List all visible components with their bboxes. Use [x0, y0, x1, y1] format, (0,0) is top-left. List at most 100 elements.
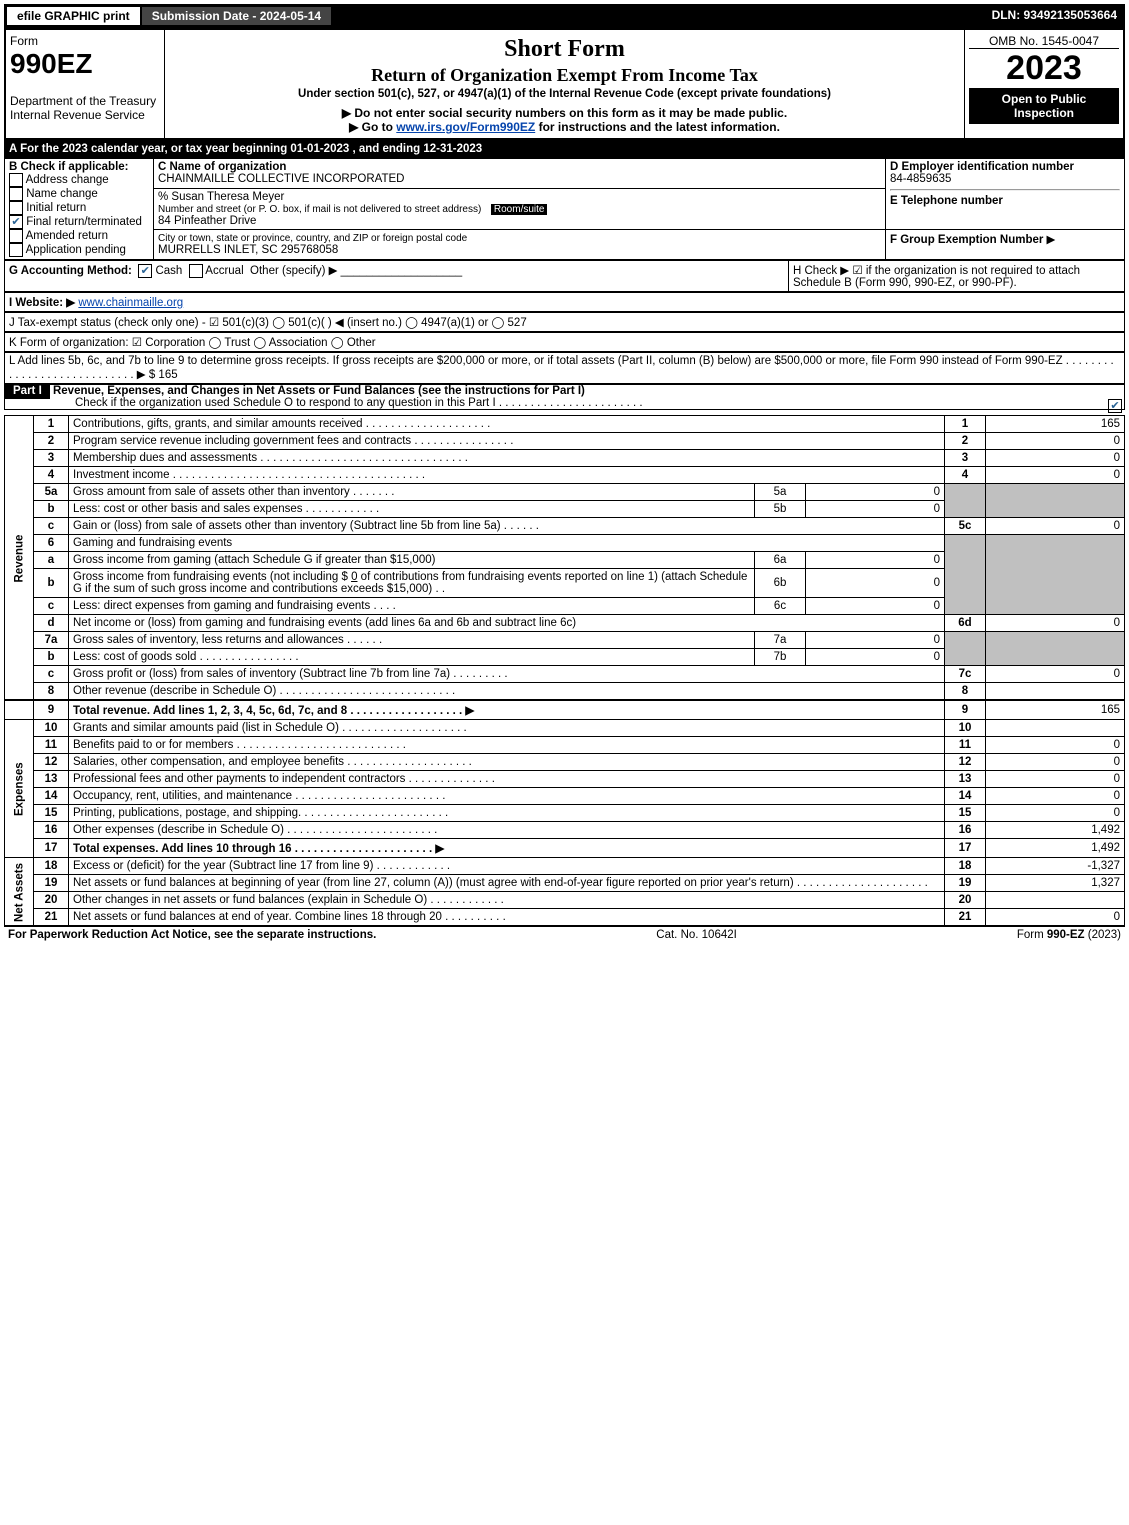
line-4-num: 4 [34, 467, 69, 484]
line-16-text: Other expenses (describe in Schedule O) … [69, 822, 945, 839]
expenses-vert-label: Expenses [5, 720, 34, 858]
line-21-text: Net assets or fund balances at end of ye… [69, 909, 945, 926]
line-6c-subvalue: 0 [806, 598, 945, 615]
line-7c-text: Gross profit or (loss) from sales of inv… [69, 666, 945, 683]
check-schedule-o[interactable] [1108, 399, 1122, 413]
opt-other-specify: Other (specify) ▶ [250, 265, 337, 277]
line-8-box: 8 [945, 683, 986, 701]
section-g-label: G Accounting Method: [9, 265, 132, 277]
group-exemption-arrow: ▶ [1047, 234, 1056, 246]
line-13-num: 13 [34, 771, 69, 788]
section-h: H Check ▶ ☑ if the organization is not r… [793, 265, 1080, 289]
line-18-value: -1,327 [986, 858, 1125, 875]
line-2-box: 2 [945, 433, 986, 450]
line-16-num: 16 [34, 822, 69, 839]
line-6c-text: Less: direct expenses from gaming and fu… [69, 598, 755, 615]
line-9-value: 165 [986, 700, 1125, 720]
opt-amended-return: Amended return [26, 230, 108, 242]
line-5c-box: 5c [945, 518, 986, 535]
line-5c-num: c [34, 518, 69, 535]
line-5b-subvalue: 0 [806, 501, 945, 518]
line-7a-subbox: 7a [755, 632, 806, 649]
line-20-text: Other changes in net assets or fund bala… [69, 892, 945, 909]
line-14-text: Occupancy, rent, utilities, and maintena… [69, 788, 945, 805]
part-i-desc: Revenue, Expenses, and Changes in Net As… [53, 385, 585, 397]
opt-final-return: Final return/terminated [26, 216, 142, 228]
efile-print-button[interactable]: efile GRAPHIC print [6, 6, 141, 26]
check-accrual[interactable] [189, 264, 203, 278]
line-3-box: 3 [945, 450, 986, 467]
footer-right: Form 990-EZ (2023) [1017, 929, 1121, 941]
line-6a-subvalue: 0 [806, 552, 945, 569]
line-19-num: 19 [34, 875, 69, 892]
line-15-value: 0 [986, 805, 1125, 822]
line-1-text: Contributions, gifts, grants, and simila… [69, 416, 945, 433]
open-public-badge: Open to Public Inspection [969, 88, 1119, 124]
line-5a-subvalue: 0 [806, 484, 945, 501]
line-15-num: 15 [34, 805, 69, 822]
line-11-text: Benefits paid to or for members . . . . … [69, 737, 945, 754]
line-5a-text: Gross amount from sale of assets other t… [69, 484, 755, 501]
check-cash[interactable] [138, 264, 152, 278]
line-17-text: Total expenses. Add lines 10 through 16 … [73, 843, 444, 855]
line-2-num: 2 [34, 433, 69, 450]
line-4-value: 0 [986, 467, 1125, 484]
check-address-change[interactable] [9, 173, 23, 187]
irs-label: Internal Revenue Service [10, 108, 145, 122]
line-21-value: 0 [986, 909, 1125, 926]
line-3-value: 0 [986, 450, 1125, 467]
line-17-box: 17 [945, 839, 986, 858]
check-final-return[interactable] [9, 215, 23, 229]
line-6b-subvalue: 0 [806, 569, 945, 598]
opt-initial-return: Initial return [26, 202, 86, 214]
street-address: 84 Pinfeather Drive [158, 215, 256, 227]
line-9-num: 9 [34, 700, 69, 720]
line-12-text: Salaries, other compensation, and employ… [69, 754, 945, 771]
accounting-block: G Accounting Method: Cash Accrual Other … [4, 260, 1125, 292]
line-6b-text: Gross income from fundraising events (no… [69, 569, 755, 598]
line-18-text: Excess or (deficit) for the year (Subtra… [69, 858, 945, 875]
line-6c-num: c [34, 598, 69, 615]
check-name-change[interactable] [9, 187, 23, 201]
line-7a-num: 7a [34, 632, 69, 649]
irs-link[interactable]: www.irs.gov/Form990EZ [396, 120, 535, 134]
city-state-zip: MURRELLS INLET, SC 295768058 [158, 244, 338, 256]
line-1-box: 1 [945, 416, 986, 433]
line-14-box: 14 [945, 788, 986, 805]
form-label: Form [10, 34, 38, 48]
check-initial-return[interactable] [9, 201, 23, 215]
check-amended-return[interactable] [9, 229, 23, 243]
line-20-box: 20 [945, 892, 986, 909]
gray-7 [945, 632, 986, 666]
omb-number: OMB No. 1545-0047 [969, 34, 1119, 49]
subtitle: Under section 501(c), 527, or 4947(a)(1)… [169, 88, 960, 100]
line-9-box: 9 [945, 700, 986, 720]
line-8-value [986, 683, 1125, 701]
line-6b-inline: 0 [351, 571, 357, 583]
city-label: City or town, state or province, country… [158, 233, 467, 244]
line-7b-text: Less: cost of goods sold . . . . . . . .… [69, 649, 755, 666]
line-14-num: 14 [34, 788, 69, 805]
opt-name-change: Name change [26, 188, 98, 200]
title-short-form: Short Form [169, 36, 960, 63]
submission-date: Submission Date - 2024-05-14 [141, 6, 332, 26]
gray-5v [986, 484, 1125, 518]
line-5a-subbox: 5a [755, 484, 806, 501]
opt-application-pending: Application pending [26, 244, 126, 256]
line-13-value: 0 [986, 771, 1125, 788]
line-6d-text: Net income or (loss) from gaming and fun… [69, 615, 945, 632]
gray-6 [945, 535, 986, 615]
line-13-text: Professional fees and other payments to … [69, 771, 945, 788]
line-7c-value: 0 [986, 666, 1125, 683]
line-5c-text: Gain or (loss) from sale of assets other… [69, 518, 945, 535]
check-application-pending[interactable] [9, 243, 23, 257]
line-19-text: Net assets or fund balances at beginning… [69, 875, 945, 892]
form-number: 990EZ [10, 48, 93, 79]
gray-5 [945, 484, 986, 518]
line-5a-num: 5a [34, 484, 69, 501]
line-5b-text: Less: cost or other basis and sales expe… [69, 501, 755, 518]
line-7a-subvalue: 0 [806, 632, 945, 649]
line-4-text: Investment income . . . . . . . . . . . … [69, 467, 945, 484]
line-20-value [986, 892, 1125, 909]
website-link[interactable]: www.chainmaille.org [78, 297, 183, 309]
